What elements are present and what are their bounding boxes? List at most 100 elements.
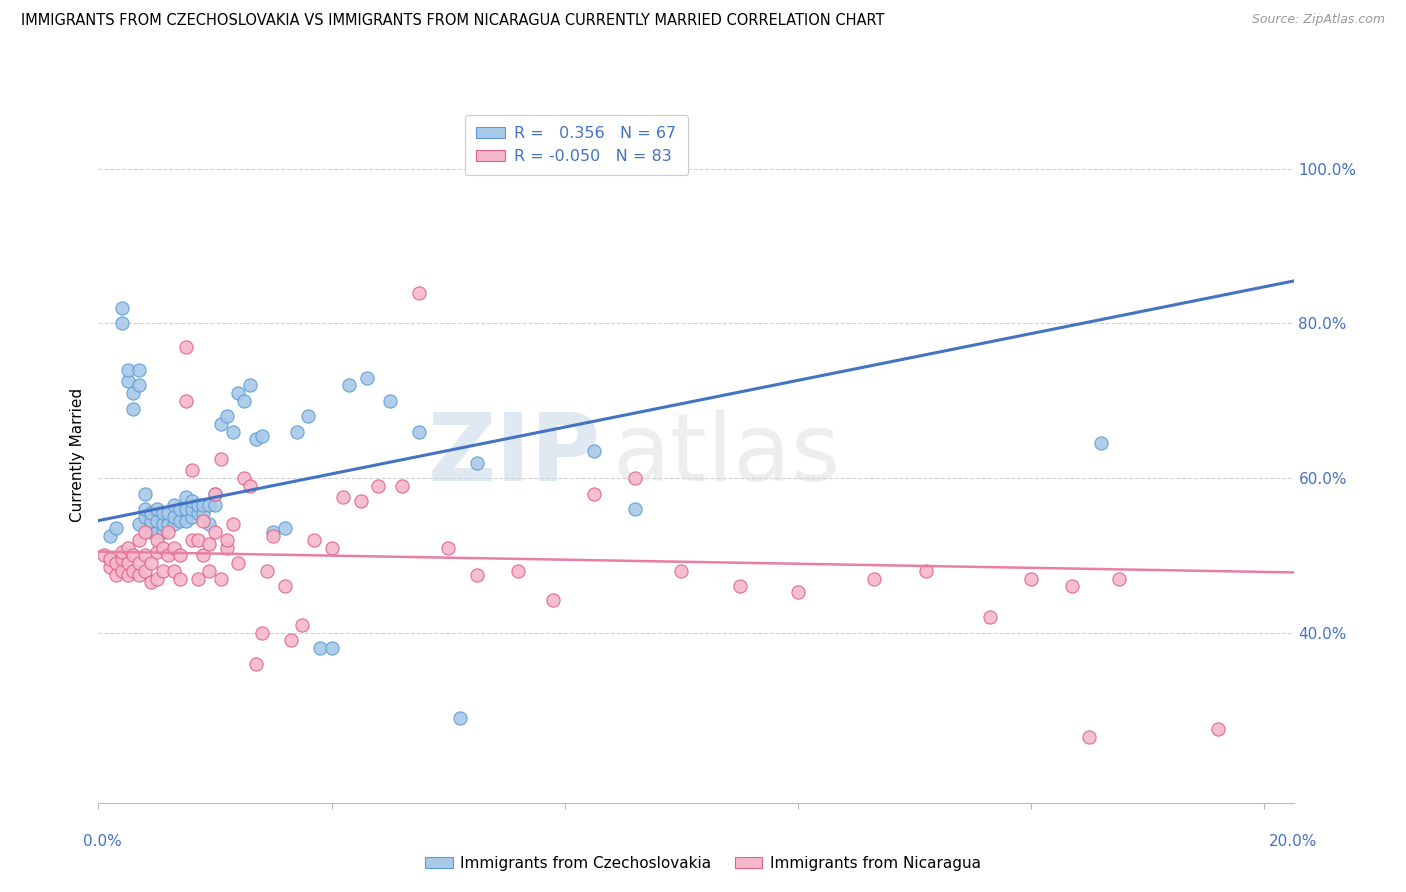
Point <box>98 552 121 566</box>
Point <box>117 541 139 555</box>
Point <box>250 625 273 640</box>
Point <box>582 486 605 500</box>
Point <box>128 567 150 582</box>
Text: ZIP: ZIP <box>427 409 600 501</box>
Point <box>198 537 221 551</box>
Point <box>233 393 256 408</box>
Point <box>163 564 186 578</box>
Point <box>111 317 134 331</box>
Point <box>145 525 167 540</box>
Point <box>157 506 180 520</box>
Point <box>209 417 232 431</box>
Point <box>180 509 202 524</box>
Point <box>215 409 238 424</box>
Point <box>671 564 693 578</box>
Point <box>93 549 115 563</box>
Point <box>134 502 156 516</box>
Point <box>280 633 302 648</box>
Point <box>209 572 232 586</box>
Point <box>250 428 273 442</box>
Point <box>163 541 186 555</box>
Point <box>198 498 221 512</box>
Point <box>139 556 162 570</box>
Point <box>169 549 191 563</box>
Text: Source: ZipAtlas.com: Source: ZipAtlas.com <box>1251 13 1385 27</box>
Point <box>228 386 250 401</box>
Point <box>1078 730 1101 744</box>
Point <box>256 564 278 578</box>
Point <box>215 541 238 555</box>
Point <box>391 479 413 493</box>
Point <box>169 514 191 528</box>
Point <box>198 564 221 578</box>
Point <box>145 502 167 516</box>
Point <box>174 393 197 408</box>
Point <box>134 549 156 563</box>
Point <box>163 498 186 512</box>
Point <box>157 549 180 563</box>
Point <box>122 386 145 401</box>
Point <box>134 564 156 578</box>
Point <box>128 363 150 377</box>
Point <box>139 514 162 528</box>
Point <box>623 471 645 485</box>
Point <box>1090 436 1112 450</box>
Point <box>128 556 150 570</box>
Point <box>186 572 208 586</box>
Point <box>302 533 325 547</box>
Point <box>198 517 221 532</box>
Point <box>215 533 238 547</box>
Y-axis label: Currently Married: Currently Married <box>69 388 84 522</box>
Point <box>169 502 191 516</box>
Text: 20.0%: 20.0% <box>1270 834 1317 849</box>
Point <box>297 409 319 424</box>
Point <box>134 509 156 524</box>
Point <box>337 378 360 392</box>
Point <box>408 425 430 439</box>
Point <box>239 479 262 493</box>
Point <box>98 529 121 543</box>
Point <box>186 506 208 520</box>
Point <box>122 401 145 416</box>
Point <box>262 529 284 543</box>
Point <box>274 579 297 593</box>
Point <box>245 657 267 671</box>
Text: IMMIGRANTS FROM CZECHOSLOVAKIA VS IMMIGRANTS FROM NICARAGUA CURRENTLY MARRIED CO: IMMIGRANTS FROM CZECHOSLOVAKIA VS IMMIGR… <box>21 13 884 29</box>
Point <box>467 456 489 470</box>
Point <box>157 517 180 532</box>
Point <box>321 541 343 555</box>
Point <box>186 498 208 512</box>
Point <box>174 502 197 516</box>
Point <box>152 525 174 540</box>
Point <box>145 533 167 547</box>
Point <box>111 564 134 578</box>
Point <box>356 370 378 384</box>
Point <box>728 579 751 593</box>
Point <box>117 567 139 582</box>
Point <box>111 301 134 315</box>
Point <box>145 514 167 528</box>
Point <box>157 525 180 540</box>
Point <box>104 556 127 570</box>
Point <box>104 567 127 582</box>
Point <box>145 572 167 586</box>
Point <box>193 498 215 512</box>
Point <box>122 564 145 578</box>
Point <box>139 506 162 520</box>
Point <box>128 533 150 547</box>
Point <box>367 479 389 493</box>
Point <box>915 564 938 578</box>
Point <box>204 525 226 540</box>
Point <box>174 514 197 528</box>
Point <box>228 556 250 570</box>
Legend: R =   0.356   N = 67, R = -0.050   N = 83: R = 0.356 N = 67, R = -0.050 N = 83 <box>465 115 688 176</box>
Point <box>862 572 884 586</box>
Point <box>979 610 1001 624</box>
Point <box>350 494 373 508</box>
Point <box>152 541 174 555</box>
Point <box>204 486 226 500</box>
Point <box>321 641 343 656</box>
Point <box>111 552 134 566</box>
Legend: Immigrants from Czechoslovakia, Immigrants from Nicaragua: Immigrants from Czechoslovakia, Immigran… <box>419 850 987 877</box>
Point <box>193 514 215 528</box>
